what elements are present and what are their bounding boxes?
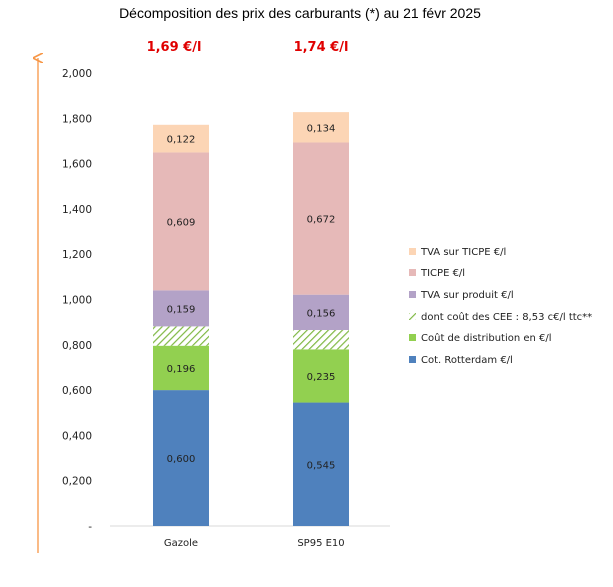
sp95-total-price: 1,74 €/l: [294, 40, 349, 55]
y-tick-label: 1,400: [62, 204, 92, 216]
segment-value-label: 0,235: [307, 372, 336, 383]
legend-label: Cot. Rotterdam €/l: [421, 355, 513, 366]
y-tick-label: 1,800: [62, 113, 92, 125]
y-tick-label: 0,800: [62, 340, 92, 352]
bar-segment: [153, 345, 209, 391]
legend-label: TICPE €/l: [420, 268, 465, 279]
legend-swatch: [409, 313, 416, 320]
segment-value-label: 0,134: [307, 123, 336, 134]
legend-swatch: [409, 356, 416, 363]
segment-value-label: 0,600: [167, 454, 196, 465]
legend-label: Coût de distribution en €/l: [421, 332, 552, 344]
bar-segment: [153, 124, 209, 153]
bar-segment: [293, 142, 349, 295]
bar-segment: [293, 330, 349, 350]
y-axis-ticks: - 0,200 0,400 0,600 0,800 1,000 1,200 1,400 1,60…: [62, 68, 92, 533]
segment-value-label: 0,609: [167, 217, 196, 228]
y-tick-label: -: [88, 521, 92, 533]
bar-segment: [153, 290, 209, 327]
segment-labels: 0,600 0,196 0,159 0,609 0,122 0,545 0,235 0,156…: [167, 123, 336, 471]
legend: TVA sur TICPE €/l TICPE €/l TVA sur produi…: [409, 247, 592, 366]
category-label-sp95: SP95 E10: [297, 538, 344, 549]
chart-title: Décomposition des prix des carburants (*…: [119, 5, 481, 21]
segment-value-label: 0,672: [307, 215, 336, 226]
segment-value-label: 0,196: [167, 364, 196, 375]
segment-value-label: 0,159: [167, 304, 196, 315]
bar-segment: [293, 402, 349, 526]
bar-segment: [153, 152, 209, 291]
category-label-gazole: Gazole: [164, 538, 198, 549]
gazole-total-price: 1,69 €/l: [147, 40, 202, 55]
y-tick-label: 0,600: [62, 385, 92, 397]
segment-value-label: 0,156: [307, 308, 336, 319]
segment-value-label: 0,545: [307, 460, 336, 471]
segment-value-label: 0,122: [167, 135, 196, 146]
legend-label: TVA sur TICPE €/l: [420, 247, 506, 258]
bar-segment: [293, 294, 349, 331]
y-tick-label: 2,000: [62, 68, 92, 80]
y-tick-label: 1,600: [62, 159, 92, 171]
legend-swatch: [409, 291, 416, 298]
legend-label: dont coût des CEE : 8,53 c€/l ttc**: [421, 311, 592, 323]
bar-segment: [153, 390, 209, 526]
y-tick-label: 1,200: [62, 249, 92, 261]
legend-swatch: [409, 269, 416, 276]
y-tick-label: 0,400: [62, 430, 92, 442]
legend-label: TVA sur produit €/l: [420, 290, 514, 301]
y-tick-label: 1,000: [62, 295, 92, 307]
bar-segment: [293, 112, 349, 143]
legend-swatch: [409, 334, 416, 341]
bar-segment: [293, 349, 349, 403]
legend-swatch: [409, 248, 416, 255]
bars: [153, 112, 349, 526]
y-tick-label: 0,200: [62, 476, 92, 488]
bar-segment: [153, 326, 209, 346]
